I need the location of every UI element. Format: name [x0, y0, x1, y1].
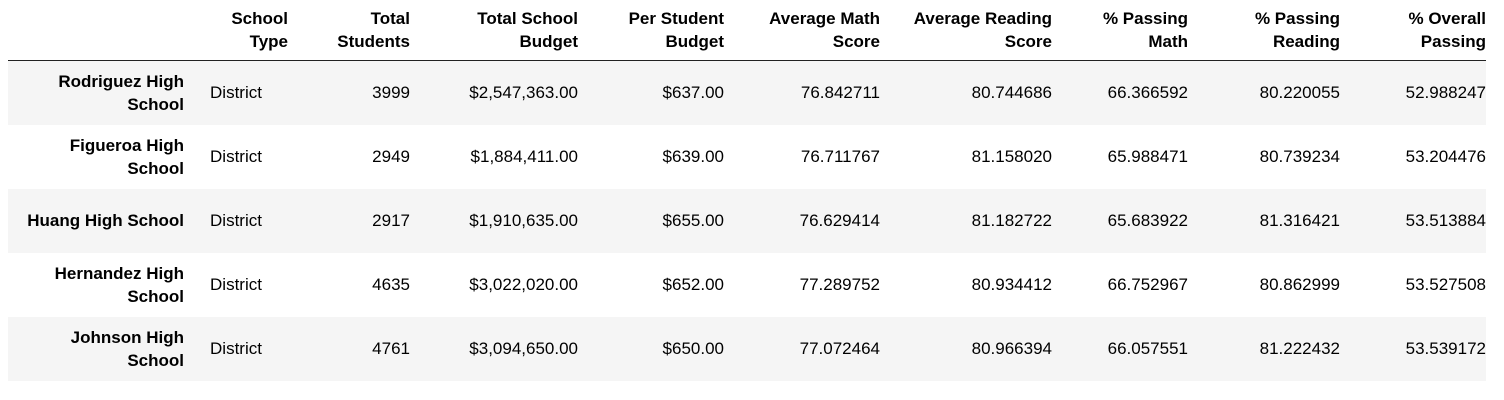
column-header: Average Math Score	[724, 0, 880, 61]
table-cell: 65.988471	[1107, 146, 1188, 166]
table-cell: 80.739234	[1259, 146, 1340, 166]
row-index-school-name: Figueroa High School	[69, 135, 184, 178]
school-summary-table: School Type Total Students Total School Budge…	[8, 0, 1486, 381]
column-header-label: % Passing Math	[1102, 9, 1188, 51]
table-row: Hernandez High School District 4635 $3,022,…	[8, 252, 1486, 317]
table-cell: $637.00	[662, 82, 724, 102]
row-index-school-name: Johnson High School	[70, 327, 184, 370]
table-cell: $3,094,650.00	[469, 338, 578, 358]
table-cell: 65.683922	[1107, 210, 1188, 230]
table-cell: District	[210, 338, 262, 358]
column-header-label: Average Reading Score	[913, 9, 1052, 51]
column-header: % Overall Passing	[1340, 0, 1486, 61]
column-header-label: School Type	[231, 9, 288, 51]
table-cell: $652.00	[662, 274, 724, 294]
table-cell: District	[210, 274, 262, 294]
table-cell: District	[210, 82, 262, 102]
row-index-school-name: Huang High School	[27, 211, 184, 230]
table-cell: 53.513884	[1405, 210, 1486, 230]
index-header	[8, 0, 184, 61]
table-row: Johnson High School District 4761 $3,094,65…	[8, 316, 1486, 381]
table-cell: 76.629414	[799, 210, 880, 230]
column-header-label: Per Student Budget	[628, 9, 724, 51]
table-cell: 77.289752	[799, 274, 880, 294]
column-header-label: % Passing Reading	[1254, 9, 1340, 51]
table-cell: 66.752967	[1107, 274, 1188, 294]
column-header-label: % Overall Passing	[1408, 9, 1487, 51]
column-header: Total Students	[288, 0, 410, 61]
table-body: Rodriguez High School District 3999 $2,547,…	[8, 60, 1486, 381]
table-cell: $1,910,635.00	[469, 210, 578, 230]
column-header: % Passing Math	[1052, 0, 1188, 61]
table-cell: 4635	[372, 274, 410, 294]
table-cell: 76.711767	[800, 146, 880, 166]
row-index-school-name: Hernandez High School	[54, 263, 184, 306]
table-cell: $3,022,020.00	[469, 274, 578, 294]
table-cell: $1,884,411.00	[470, 146, 578, 166]
table-cell: 80.966394	[971, 338, 1052, 358]
table-cell: $655.00	[662, 210, 724, 230]
table-cell: 80.862999	[1259, 274, 1340, 294]
table-cell: 80.220055	[1259, 82, 1340, 102]
table-cell: 76.842711	[800, 82, 880, 102]
column-header: % Passing Reading	[1188, 0, 1340, 61]
dataframe-output: School Type Total Students Total School Budge…	[8, 0, 1486, 381]
column-header-label: Average Math Score	[769, 9, 880, 51]
table-cell: $2,547,363.00	[469, 82, 578, 102]
column-header: School Type	[184, 0, 288, 61]
table-row: Figueroa High School District 2949 $1,884,4…	[8, 124, 1486, 189]
row-index-school-name: Rodriguez High School	[58, 71, 184, 114]
column-header: Per Student Budget	[578, 0, 724, 61]
table-row: Rodriguez High School District 3999 $2,547,…	[8, 60, 1486, 125]
table-cell: 52.988247	[1405, 82, 1486, 102]
table-cell: 53.539172	[1405, 338, 1486, 358]
table-cell: 81.316421	[1259, 210, 1340, 230]
column-header-label: Total Students	[337, 9, 410, 51]
table-cell: 77.072464	[799, 338, 880, 358]
table-cell: 4761	[372, 338, 410, 358]
table-row: Huang High School District 2917 $1,910,635.…	[8, 188, 1486, 253]
table-cell: 3999	[372, 82, 410, 102]
table-cell: District	[210, 210, 262, 230]
table-cell: 80.744686	[971, 82, 1052, 102]
header-row: School Type Total Students Total School Budge…	[8, 0, 1486, 61]
column-header: Average Reading Score	[880, 0, 1052, 61]
column-header-label: Total School Budget	[477, 9, 578, 51]
table-cell: 66.057551	[1107, 338, 1188, 358]
table-header: School Type Total Students Total School Budge…	[8, 0, 1486, 61]
table-cell: 81.158020	[971, 146, 1052, 166]
table-cell: 66.366592	[1107, 82, 1188, 102]
table-cell: 81.222432	[1259, 338, 1340, 358]
table-cell: 80.934412	[971, 274, 1052, 294]
table-cell: 81.182722	[971, 210, 1052, 230]
table-cell: 2917	[372, 210, 410, 230]
table-cell: $639.00	[662, 146, 724, 166]
table-cell: 53.527508	[1405, 274, 1486, 294]
column-header: Total School Budget	[410, 0, 578, 61]
table-cell: $650.00	[662, 338, 724, 358]
table-cell: District	[210, 146, 262, 166]
table-cell: 53.204476	[1405, 146, 1486, 166]
table-cell: 2949	[372, 146, 410, 166]
